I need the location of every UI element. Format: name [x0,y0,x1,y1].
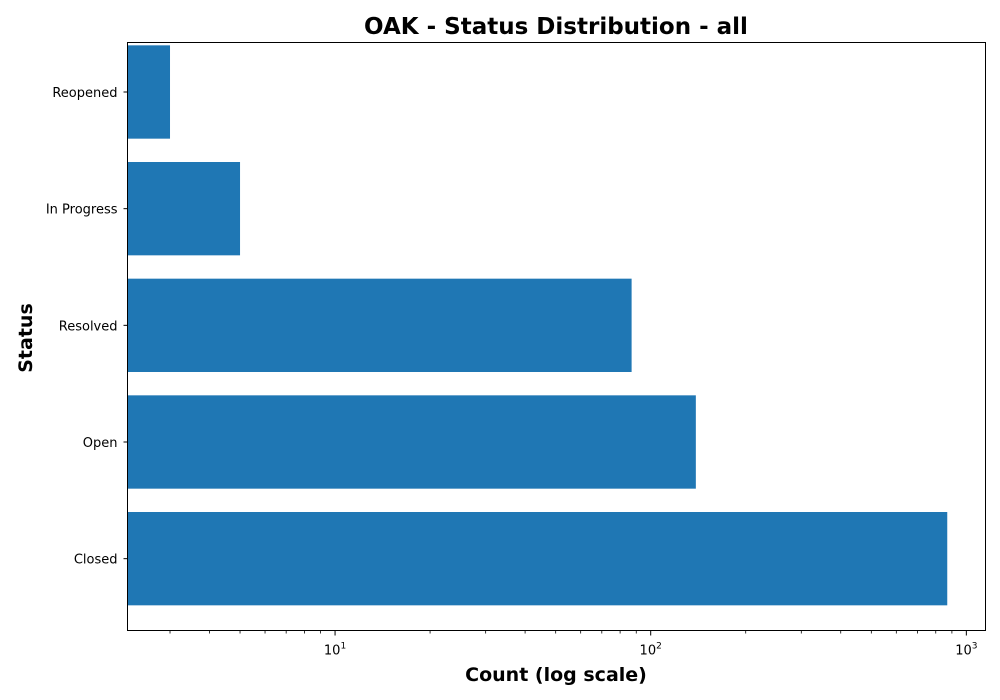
bar-reopened [127,45,171,139]
bar-open [127,395,696,489]
bars-group [127,45,948,606]
y-tick-label: Resolved [59,319,118,334]
y-tick-label: Closed [74,553,118,568]
bar-in-progress [127,162,241,256]
plot-frame [127,42,986,631]
chart-title: OAK - Status Distribution - all [364,14,748,40]
y-axis: Closed Open Resolved In Progress Reopened [46,86,128,568]
x-tick-label: 101 [324,642,346,659]
x-tick-label: 103 [955,642,977,659]
y-tick-label: Open [83,436,118,451]
x-axis-label: Count (log scale) [465,664,647,686]
bar-resolved [127,278,632,372]
y-tick-label: In Progress [46,203,118,218]
y-axis-label: Status [15,303,37,373]
x-axis: 101 102 103 [169,630,977,659]
bar-closed [127,512,948,606]
x-tick-label: 102 [640,642,662,659]
y-tick-label: Reopened [52,86,117,101]
